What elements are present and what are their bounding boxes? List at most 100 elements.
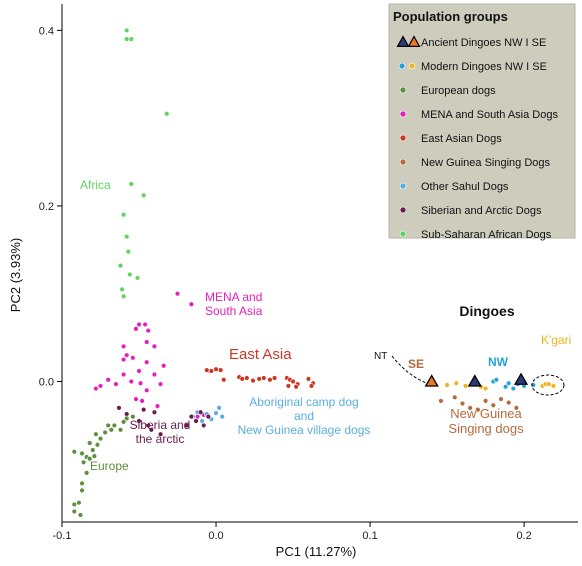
x-tick-label: 0.1 [362, 530, 377, 542]
data-point [546, 382, 551, 387]
data-point [121, 372, 126, 377]
data-point [503, 384, 508, 389]
legend-entry: Siberian and Arctic Dogs [400, 205, 542, 217]
annotation-label: Siberia and [130, 418, 191, 432]
data-point [463, 384, 468, 389]
data-point [244, 376, 249, 381]
data-point [72, 509, 77, 514]
annotation-label: New Guinea village dogs [238, 423, 371, 437]
data-point [209, 369, 214, 374]
legend-entry: MENA and South Asia Dogs [400, 109, 558, 121]
annotation-label: East Asia [229, 346, 292, 363]
data-point [214, 367, 219, 372]
data-point [511, 386, 516, 391]
data-point [129, 379, 134, 384]
data-point [499, 397, 504, 402]
data-point [200, 419, 205, 424]
data-point [126, 249, 131, 254]
legend-dot-marker [400, 159, 406, 165]
data-point [137, 322, 142, 327]
data-point [189, 302, 194, 307]
data-point [124, 416, 129, 421]
data-point [112, 423, 117, 428]
data-point [206, 414, 211, 419]
data-point [445, 383, 450, 388]
data-point [109, 427, 114, 432]
data-point [124, 28, 129, 33]
annotation-label: K'gari [541, 333, 571, 347]
data-point [201, 423, 206, 428]
data-point [214, 411, 219, 416]
data-point [92, 454, 97, 459]
data-point [80, 488, 85, 493]
data-point [158, 382, 163, 387]
data-point [134, 326, 139, 331]
data-point [454, 381, 459, 386]
data-point [134, 397, 139, 402]
data-point [93, 432, 98, 437]
data-point [268, 377, 273, 382]
legend-dot-marker [400, 183, 406, 189]
legend-label: Modern Dingoes NW I SE [421, 61, 547, 73]
data-point [152, 372, 157, 377]
data-point [198, 410, 203, 415]
data-point [152, 344, 157, 349]
data-point [152, 410, 157, 415]
legend-dot-marker [400, 87, 406, 93]
annotation-label: the arctic [136, 432, 185, 446]
data-point [118, 427, 123, 432]
annotation-label: South Asia [205, 304, 263, 318]
data-point [129, 182, 134, 187]
x-tick-label: 0.0 [208, 530, 223, 542]
data-point [483, 398, 488, 403]
data-point-triangle [426, 376, 438, 387]
y-tick-label: 0.0 [39, 377, 54, 389]
data-point [127, 272, 132, 277]
data-point [129, 37, 134, 42]
data-point [93, 386, 98, 391]
data-point [141, 407, 146, 412]
data-point [194, 419, 199, 424]
data-point [117, 405, 122, 410]
data-point [141, 193, 146, 198]
data-point [98, 384, 103, 389]
legend-label: European dogs [421, 85, 496, 97]
legend-label: MENA and South Asia Dogs [421, 109, 558, 121]
data-point [143, 322, 148, 327]
data-point [124, 37, 129, 42]
legend-dot-marker [400, 135, 406, 141]
legend-entry: Sub-Saharan African Dogs [400, 229, 552, 241]
data-point [439, 398, 444, 403]
y-axis-title: PC2 (3.93%) [8, 238, 23, 312]
data-point-triangle [469, 376, 481, 387]
legend-dot-marker [400, 111, 406, 117]
legend-label: Siberian and Arctic Dogs [421, 205, 542, 217]
annotation-label: and [294, 409, 314, 423]
series-sub-saharan-african-dogs [118, 28, 169, 299]
data-point [135, 276, 140, 281]
data-point [81, 460, 86, 465]
y-axis: 0.0 0.2 0.4 [39, 25, 62, 388]
data-point [72, 502, 77, 507]
x-axis-title: PC1 (11.27%) [276, 544, 357, 559]
data-point [103, 430, 108, 435]
data-point [175, 291, 180, 296]
series-modern-dingoes-se [445, 381, 556, 391]
x-axis: -0.1 0.0 0.1 0.2 [53, 522, 532, 542]
data-point [78, 513, 83, 518]
legend-dot-marker [400, 207, 406, 213]
data-point [124, 353, 129, 358]
data-point [257, 376, 262, 381]
legend-label: New Guinea Singing Dogs [421, 157, 551, 169]
data-point [483, 386, 488, 391]
data-point [106, 423, 111, 428]
data-point [155, 404, 160, 409]
series-ancient-dingoes-se [426, 376, 438, 387]
data-point [95, 442, 100, 447]
data-point [494, 377, 499, 382]
data-point [452, 395, 457, 400]
data-point [294, 384, 299, 389]
data-point [286, 384, 291, 389]
annotation-label: SE [408, 357, 424, 371]
